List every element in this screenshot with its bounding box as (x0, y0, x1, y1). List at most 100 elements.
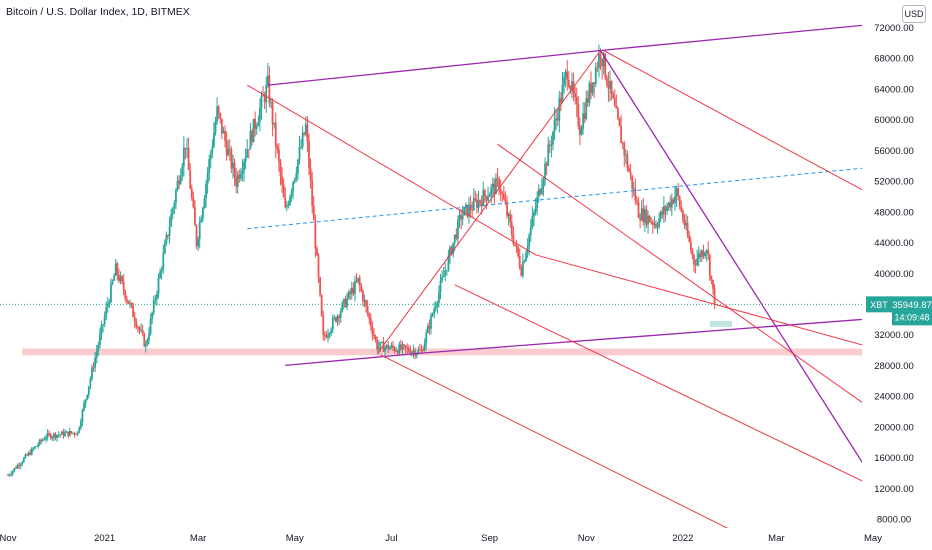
candle (341, 301, 344, 313)
candle (564, 69, 567, 88)
candle (111, 279, 114, 286)
candle (129, 299, 131, 308)
support-zone[interactable] (22, 348, 895, 356)
dotted-midline[interactable] (247, 164, 903, 230)
candle (656, 221, 659, 235)
candle (89, 376, 92, 390)
candle (579, 117, 581, 146)
red-upper-right[interactable] (603, 50, 903, 212)
candle (617, 106, 619, 121)
time-axis[interactable] (0, 528, 862, 550)
candle (227, 139, 230, 157)
candle (255, 122, 258, 135)
candle (165, 231, 168, 246)
candle (639, 213, 642, 229)
candle (59, 434, 62, 439)
candle (713, 283, 716, 310)
candle (56, 434, 59, 442)
candle (312, 195, 315, 221)
candle (233, 158, 236, 186)
candle (232, 154, 234, 179)
x-tick-label: May (286, 533, 304, 544)
candle (297, 158, 299, 181)
candle (94, 351, 97, 373)
candle (156, 290, 158, 307)
candle (314, 214, 317, 258)
candle (219, 112, 222, 124)
candle (707, 241, 710, 260)
candle (265, 76, 268, 113)
candle (243, 158, 245, 182)
candle (493, 178, 496, 204)
candle (122, 274, 125, 296)
candle (298, 135, 301, 165)
candle (482, 181, 485, 207)
candle (225, 131, 228, 161)
lower-purple-trendline[interactable] (285, 316, 903, 367)
candle (86, 394, 89, 401)
candle (485, 195, 488, 210)
candle (273, 122, 276, 129)
candle (220, 118, 223, 140)
candle (419, 343, 421, 351)
x-tick-label: Jul (385, 533, 397, 544)
candle (373, 328, 375, 340)
candle (7, 473, 9, 477)
candle (160, 266, 163, 280)
candle (643, 205, 646, 232)
candle (423, 338, 426, 352)
candle (376, 336, 379, 353)
candle (490, 184, 493, 204)
currency-button[interactable]: USD (902, 5, 926, 23)
steep-purple-line[interactable] (599, 50, 904, 527)
candle (374, 334, 377, 343)
red-channel-top[interactable] (246, 84, 903, 356)
price-axis[interactable] (862, 0, 932, 550)
candle (555, 109, 558, 130)
candle (274, 112, 277, 159)
red-channel-4[interactable] (380, 354, 732, 531)
candle (704, 251, 706, 259)
candle (152, 295, 155, 316)
red-channel-3[interactable] (454, 284, 903, 501)
candle (466, 204, 469, 219)
candle (548, 140, 551, 153)
candle (186, 138, 188, 158)
candle (211, 139, 214, 159)
price-label: 35949.87 (892, 300, 932, 311)
candle (560, 92, 562, 112)
candle (349, 288, 352, 301)
candle (594, 62, 597, 88)
candle (561, 72, 564, 104)
highlight-box[interactable] (709, 320, 733, 328)
candle (521, 253, 524, 279)
candle (434, 301, 437, 312)
candle (149, 313, 152, 336)
candle (574, 86, 577, 105)
candle (681, 208, 684, 224)
candle (37, 442, 40, 449)
candle (488, 192, 491, 198)
candle (680, 200, 683, 213)
red-rise-line[interactable] (376, 50, 601, 355)
candle (182, 136, 185, 177)
candle (175, 188, 177, 210)
candle (148, 327, 150, 345)
red-channel-2[interactable] (497, 143, 904, 431)
candle (645, 205, 648, 228)
x-tick-label: Mar (190, 533, 206, 544)
candle (537, 184, 540, 203)
candle (479, 199, 482, 207)
candle (87, 386, 90, 399)
candle (610, 80, 613, 101)
candle (306, 116, 309, 152)
plot-area (0, 21, 904, 531)
candle (385, 344, 388, 350)
candle (60, 430, 63, 435)
candle (669, 195, 672, 212)
candle (499, 179, 502, 202)
candle (135, 318, 138, 330)
upper-purple-trendline[interactable] (267, 21, 903, 86)
candle (79, 418, 82, 431)
